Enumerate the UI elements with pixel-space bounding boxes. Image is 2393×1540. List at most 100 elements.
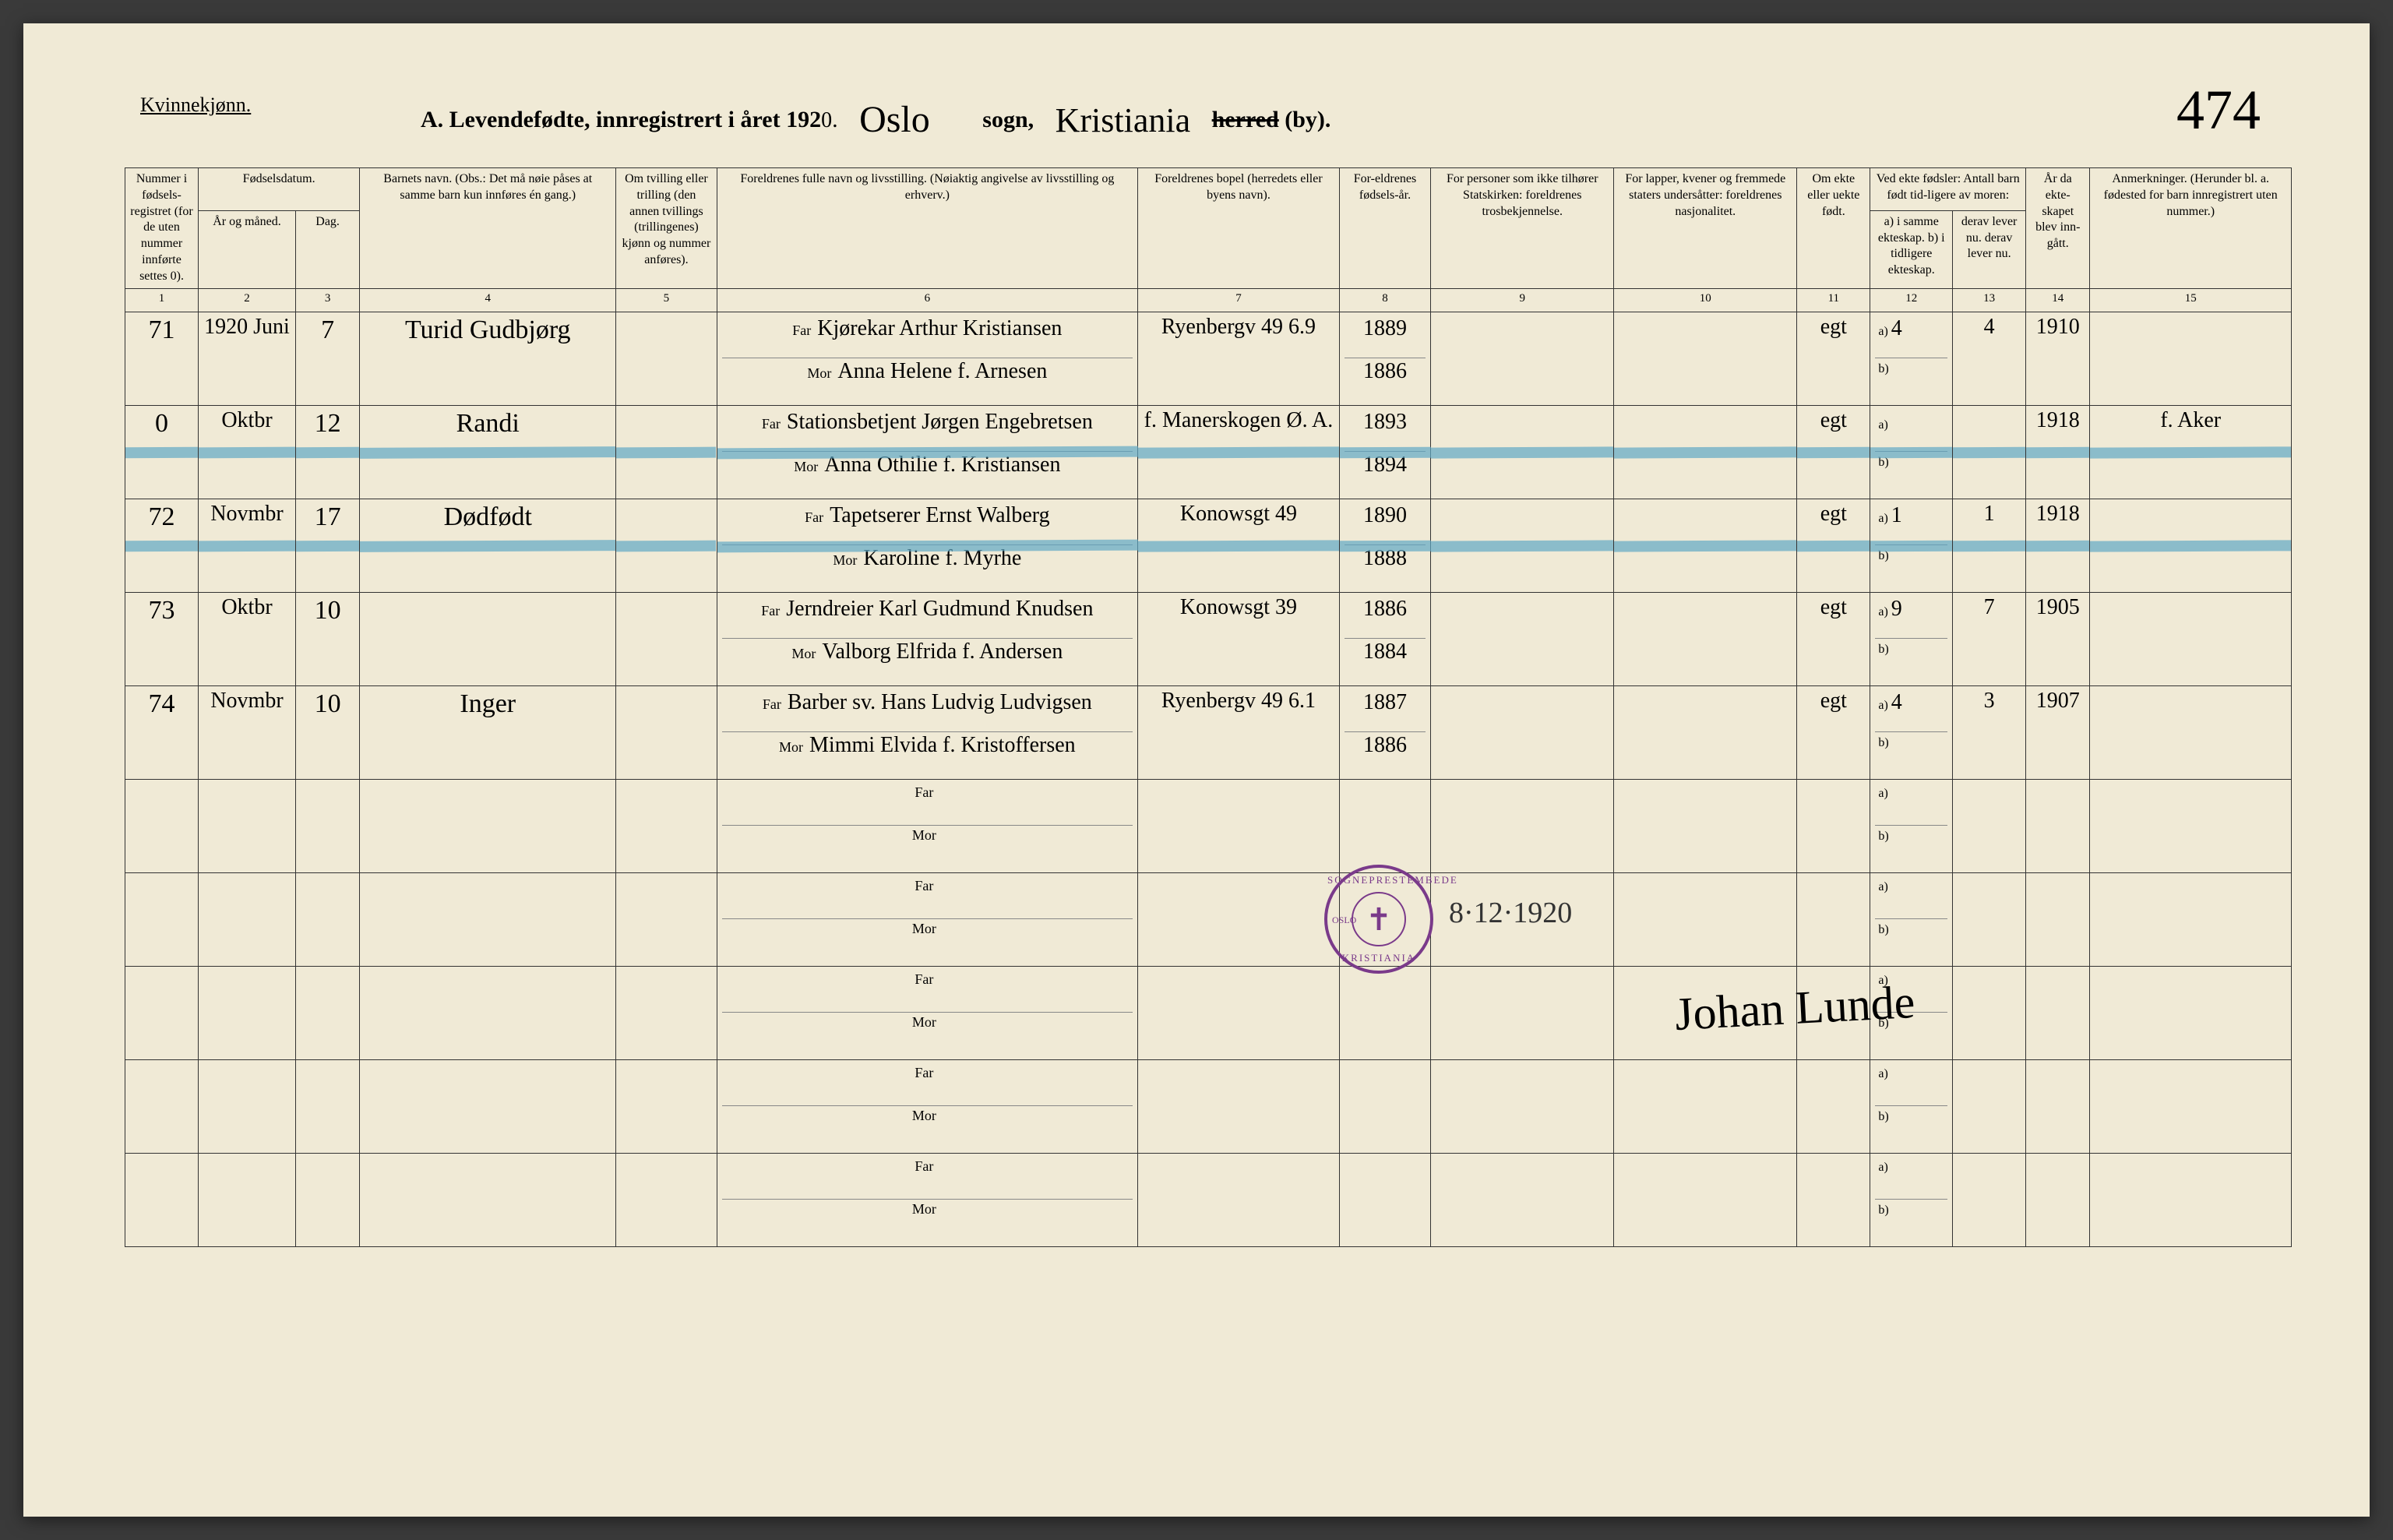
col-header: For personer som ikke tilhører Statskirk… — [1431, 168, 1614, 289]
parents: FarKjørekar Arthur KristiansenMorAnna He… — [717, 312, 1138, 405]
ekte: egt — [1797, 405, 1870, 499]
table-body: 711920 Juni7Turid GudbjørgFarKjørekar Ar… — [125, 312, 2292, 1246]
table-row: 0Oktbr12RandiFarStationsbetjent Jørgen E… — [125, 405, 2292, 499]
col-header: For-eldrenes fødsels-år. — [1339, 168, 1431, 289]
year-month: Oktbr — [199, 592, 296, 685]
birth-years: 18861884 — [1339, 592, 1431, 685]
page-number: 474 — [2176, 78, 2261, 143]
residence: Ryenbergv 49 6.1 — [1138, 685, 1340, 779]
col-header: Om ekte eller uekte født. — [1797, 168, 1870, 289]
count-derav: 1 — [1953, 499, 2026, 592]
marriage-year: 1905 — [2026, 592, 2090, 685]
child-name — [360, 592, 616, 685]
day: 7 — [295, 312, 359, 405]
ekte: egt — [1797, 499, 1870, 592]
birth-years: 18931894 — [1339, 405, 1431, 499]
col-header: a) i samme ekteskap. b) i tidligere ekte… — [1870, 210, 1953, 288]
parish-stamp: SOGNEPRESTEMBEDE OSLO ✝ KRISTIANIA — [1324, 865, 1433, 974]
count-derav: 3 — [1953, 685, 2026, 779]
ekte: egt — [1797, 312, 1870, 405]
table-row: 72Novmbr17Dødfødt FarTapetserer Ernst Wal… — [125, 499, 2292, 592]
marriage-year: 1907 — [2026, 685, 2090, 779]
residence: f. Manerskogen Ø. A. — [1138, 405, 1340, 499]
child-name: Randi — [360, 405, 616, 499]
col-header: Nummer i fødsels-registret (for de uten … — [125, 168, 199, 289]
table-row: FarMora)b) — [125, 1153, 2292, 1246]
col-header: Om tvilling eller trilling (den annen tv… — [616, 168, 717, 289]
col-header: Barnets navn. (Obs.: Det må nøie påses a… — [360, 168, 616, 289]
count-derav: 4 — [1953, 312, 2026, 405]
count-a: a)b) — [1870, 405, 1953, 499]
col-header: År og måned. — [199, 210, 296, 288]
parents: FarBarber sv. Hans Ludvig LudvigsenMorMi… — [717, 685, 1138, 779]
by-handwritten: Kristiania — [1056, 100, 1191, 140]
table-header: Nummer i fødsels-registret (for de uten … — [125, 168, 2292, 312]
ekte: egt — [1797, 685, 1870, 779]
parents: FarStationsbetjent Jørgen EngebretsenMor… — [717, 405, 1138, 499]
entry-number: 0 — [125, 405, 199, 499]
table-row: 73Oktbr10 FarJerndreier Karl Gudmund Knud… — [125, 592, 2292, 685]
marriage-year: 1918 — [2026, 499, 2090, 592]
document-page: Kvinnekjønn. A. Levendefødte, innregistr… — [23, 23, 2370, 1517]
child-name: Inger — [360, 685, 616, 779]
parents: FarJerndreier Karl Gudmund KnudsenMorVal… — [717, 592, 1138, 685]
table-row: FarMora)b) — [125, 1059, 2292, 1153]
residence: Konowsgt 49 — [1138, 499, 1340, 592]
parents: FarTapetserer Ernst WalbergMorKaroline f… — [717, 499, 1138, 592]
marriage-year: 1918 — [2026, 405, 2090, 499]
register-table: Nummer i fødsels-registret (for de uten … — [125, 167, 2292, 1247]
col-header: År da ekte-skapet blev inn-gått. — [2026, 168, 2090, 289]
sogn-handwritten: Oslo — [859, 98, 930, 141]
col-header: derav lever nu. derav lever nu. — [1953, 210, 2026, 288]
gender-label: Kvinnekjønn. — [140, 93, 251, 117]
remarks: f. Aker — [2090, 405, 2292, 499]
remarks — [2090, 592, 2292, 685]
count-a: a)1b) — [1870, 499, 1953, 592]
entry-number: 73 — [125, 592, 199, 685]
table-row: FarMora)b) — [125, 872, 2292, 966]
day: 10 — [295, 685, 359, 779]
col-header: Foreldrenes fulle navn og livsstilling. … — [717, 168, 1138, 289]
stamp-date: 8·12·1920 — [1449, 896, 1572, 930]
residence: Konowsgt 39 — [1138, 592, 1340, 685]
table-row: FarMora)b) — [125, 966, 2292, 1059]
day: 17 — [295, 499, 359, 592]
col-header: Ved ekte fødsler: Antall barn født tid-l… — [1870, 168, 2026, 211]
birth-years: 18871886 — [1339, 685, 1431, 779]
year-month: 1920 Juni — [199, 312, 296, 405]
marriage-year: 1910 — [2026, 312, 2090, 405]
ekte: egt — [1797, 592, 1870, 685]
child-name: Dødfødt — [360, 499, 616, 592]
count-a: a)4b) — [1870, 312, 1953, 405]
remarks — [2090, 312, 2292, 405]
birth-years: 18891886 — [1339, 312, 1431, 405]
entry-number: 71 — [125, 312, 199, 405]
year-month: Oktbr — [199, 405, 296, 499]
table-row: 74Novmbr10Inger FarBarber sv. Hans Ludvig… — [125, 685, 2292, 779]
count-derav: 7 — [1953, 592, 2026, 685]
remarks — [2090, 685, 2292, 779]
birth-years: 18901888 — [1339, 499, 1431, 592]
year-month: Novmbr — [199, 499, 296, 592]
header: Kvinnekjønn. A. Levendefødte, innregistr… — [125, 93, 2292, 136]
year-month: Novmbr — [199, 685, 296, 779]
table-row: 711920 Juni7Turid Gudbjørg FarKjørekar Ar… — [125, 312, 2292, 405]
count-derav — [1953, 405, 2026, 499]
day: 10 — [295, 592, 359, 685]
entry-number: 72 — [125, 499, 199, 592]
title-line: A. Levendefødte, innregistrert i året 19… — [421, 93, 1330, 136]
col-header: Dag. — [295, 210, 359, 288]
col-header: Fødselsdatum. — [199, 168, 360, 211]
col-header: For lapper, kvener og fremmede staters u… — [1614, 168, 1797, 289]
remarks — [2090, 499, 2292, 592]
entry-number: 74 — [125, 685, 199, 779]
residence: Ryenbergv 49 6.9 — [1138, 312, 1340, 405]
count-a: a)4b) — [1870, 685, 1953, 779]
col-header: Foreldrenes bopel (herredets eller byens… — [1138, 168, 1340, 289]
col-header: Anmerkninger. (Herunder bl. a. fødested … — [2090, 168, 2292, 289]
cross-icon: ✝ — [1352, 892, 1406, 946]
table-row: FarMora)b) — [125, 779, 2292, 872]
column-number-row: 1 2 3 4 5 6 7 8 9 10 11 12 13 14 15 — [125, 288, 2292, 312]
count-a: a)9b) — [1870, 592, 1953, 685]
child-name: Turid Gudbjørg — [360, 312, 616, 405]
